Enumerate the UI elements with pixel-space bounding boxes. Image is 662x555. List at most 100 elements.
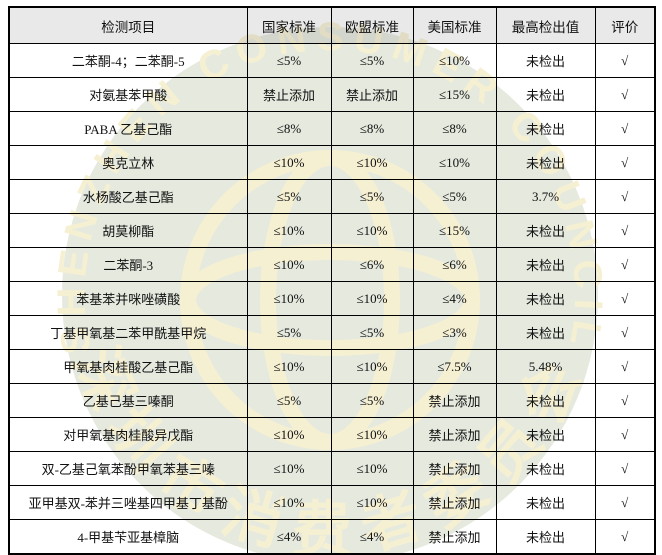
column-header-test-item: 检测项目 (8, 6, 248, 44)
cell-evaluation: √ (594, 247, 656, 282)
cell-evaluation: √ (594, 315, 656, 350)
cell-max-detected: 未检出 (495, 77, 596, 112)
cell-max-detected: 未检出 (495, 451, 596, 486)
cell-evaluation: √ (594, 281, 656, 316)
cell-evaluation: √ (594, 417, 656, 452)
cell-us-standard: ≤5% (412, 179, 497, 214)
cell-test-item: 奥克立林 (8, 145, 248, 180)
cell-eu-standard: ≤10% (330, 485, 414, 520)
cell-eu-standard: ≤10% (330, 451, 414, 486)
cell-national-standard: 禁止添加 (246, 77, 332, 112)
table-row: 乙基己基三嗪酮 ≤5% ≤5% 禁止添加 未检出 √ (8, 383, 656, 418)
cell-test-item: 乙基己基三嗪酮 (8, 383, 248, 418)
cell-eu-standard: ≤10% (330, 349, 414, 384)
column-header-national-standard: 国家标准 (246, 6, 332, 44)
cell-national-standard: ≤8% (246, 111, 332, 146)
cell-eu-standard: ≤6% (330, 247, 414, 282)
cell-national-standard: ≤10% (246, 145, 332, 180)
cell-national-standard: ≤10% (246, 417, 332, 452)
cell-max-detected: 未检出 (495, 145, 596, 180)
cell-test-item: 4-甲基苄亚基樟脑 (8, 519, 248, 555)
cell-max-detected: 未检出 (495, 247, 596, 282)
cell-eu-standard: ≤10% (330, 281, 414, 316)
cell-us-standard: ≤15% (412, 213, 497, 248)
cell-max-detected: 未检出 (495, 111, 596, 146)
cell-national-standard: ≤10% (246, 485, 332, 520)
cell-max-detected: 未检出 (495, 383, 596, 418)
table-row: 4-甲基苄亚基樟脑 ≤4% ≤4% 禁止添加 未检出 √ (8, 519, 656, 555)
cell-max-detected: 未检出 (495, 43, 596, 78)
cell-us-standard: ≤8% (412, 111, 497, 146)
cell-us-standard: 禁止添加 (412, 383, 497, 418)
cell-us-standard: 禁止添加 (412, 519, 497, 555)
table-row: 二苯酮-3 ≤10% ≤6% ≤6% 未检出 √ (8, 247, 656, 282)
table-row: 丁基甲氧基二苯甲酰基甲烷 ≤5% ≤5% ≤3% 未检出 √ (8, 315, 656, 350)
cell-max-detected: 未检出 (495, 417, 596, 452)
cell-eu-standard: ≤10% (330, 417, 414, 452)
cell-evaluation: √ (594, 349, 656, 384)
cell-us-standard: ≤3% (412, 315, 497, 350)
cell-test-item: 甲氧基肉桂酸乙基己酯 (8, 349, 248, 384)
cell-national-standard: ≤10% (246, 349, 332, 384)
cell-test-item: 对甲氧基肉桂酸异戊酯 (8, 417, 248, 452)
cell-evaluation: √ (594, 43, 656, 78)
cell-max-detected: 未检出 (495, 485, 596, 520)
cell-max-detected: 5.48% (495, 349, 596, 384)
table-row: 水杨酸乙基己酯 ≤5% ≤5% ≤5% 3.7% √ (8, 179, 656, 214)
cell-eu-standard: ≤5% (330, 179, 414, 214)
table-row: 双-乙基己氧苯酚甲氧苯基三嗪 ≤10% ≤10% 禁止添加 未检出 √ (8, 451, 656, 486)
table-row: 胡莫柳酯 ≤10% ≤10% ≤15% 未检出 √ (8, 213, 656, 248)
cell-evaluation: √ (594, 111, 656, 146)
cell-national-standard: ≤10% (246, 247, 332, 282)
cell-evaluation: √ (594, 213, 656, 248)
cell-test-item: 亚甲基双-苯并三唑基四甲基丁基酚 (8, 485, 248, 520)
cell-national-standard: ≤10% (246, 451, 332, 486)
cell-evaluation: √ (594, 179, 656, 214)
cell-national-standard: ≤5% (246, 43, 332, 78)
cell-us-standard: 禁止添加 (412, 451, 497, 486)
cell-eu-standard: ≤8% (330, 111, 414, 146)
cell-test-item: 丁基甲氧基二苯甲酰基甲烷 (8, 315, 248, 350)
cell-evaluation: √ (594, 145, 656, 180)
cell-test-item: 双-乙基己氧苯酚甲氧苯基三嗪 (8, 451, 248, 486)
table-row: 对氨基苯甲酸 禁止添加 禁止添加 ≤15% 未检出 √ (8, 77, 656, 112)
cell-eu-standard: ≤10% (330, 213, 414, 248)
cell-max-detected: 3.7% (495, 179, 596, 214)
cell-test-item: 苯基苯并咪唑磺酸 (8, 281, 248, 316)
cell-national-standard: ≤10% (246, 213, 332, 248)
cell-test-item: 对氨基苯甲酸 (8, 77, 248, 112)
cell-test-item: 水杨酸乙基己酯 (8, 179, 248, 214)
cell-us-standard: ≤10% (412, 43, 497, 78)
cell-national-standard: ≤5% (246, 179, 332, 214)
cell-test-item: 胡莫柳酯 (8, 213, 248, 248)
table-row: 对甲氧基肉桂酸异戊酯 ≤10% ≤10% 禁止添加 未检出 √ (8, 417, 656, 452)
table-row: 苯基苯并咪唑磺酸 ≤10% ≤10% ≤4% 未检出 √ (8, 281, 656, 316)
column-header-max-detected: 最高检出值 (495, 6, 596, 44)
standards-table: 检测项目 国家标准 欧盟标准 美国标准 最高检出值 评价 二苯酮-4；二苯酮-5… (8, 6, 656, 555)
cell-us-standard: 禁止添加 (412, 417, 497, 452)
table-row: 奥克立林 ≤10% ≤10% ≤10% 未检出 √ (8, 145, 656, 180)
cell-evaluation: √ (594, 77, 656, 112)
cell-national-standard: ≤4% (246, 519, 332, 555)
cell-test-item: 二苯酮-4；二苯酮-5 (8, 43, 248, 78)
column-header-eu-standard: 欧盟标准 (330, 6, 414, 44)
column-header-us-standard: 美国标准 (412, 6, 497, 44)
table-row: 二苯酮-4；二苯酮-5 ≤5% ≤5% ≤10% 未检出 √ (8, 43, 656, 78)
cell-national-standard: ≤10% (246, 281, 332, 316)
cell-max-detected: 未检出 (495, 213, 596, 248)
cell-us-standard: ≤15% (412, 77, 497, 112)
table-row: 亚甲基双-苯并三唑基四甲基丁基酚 ≤10% ≤10% 禁止添加 未检出 √ (8, 485, 656, 520)
cell-max-detected: 未检出 (495, 315, 596, 350)
table-row: PABA 乙基己酯 ≤8% ≤8% ≤8% 未检出 √ (8, 111, 656, 146)
cell-test-item: PABA 乙基己酯 (8, 111, 248, 146)
cell-evaluation: √ (594, 451, 656, 486)
cell-eu-standard: 禁止添加 (330, 77, 414, 112)
table-row: 甲氧基肉桂酸乙基己酯 ≤10% ≤10% ≤7.5% 5.48% √ (8, 349, 656, 384)
cell-test-item: 二苯酮-3 (8, 247, 248, 282)
cell-max-detected: 未检出 (495, 281, 596, 316)
cell-national-standard: ≤5% (246, 383, 332, 418)
cell-us-standard: ≤6% (412, 247, 497, 282)
cell-evaluation: √ (594, 485, 656, 520)
cell-evaluation: √ (594, 383, 656, 418)
